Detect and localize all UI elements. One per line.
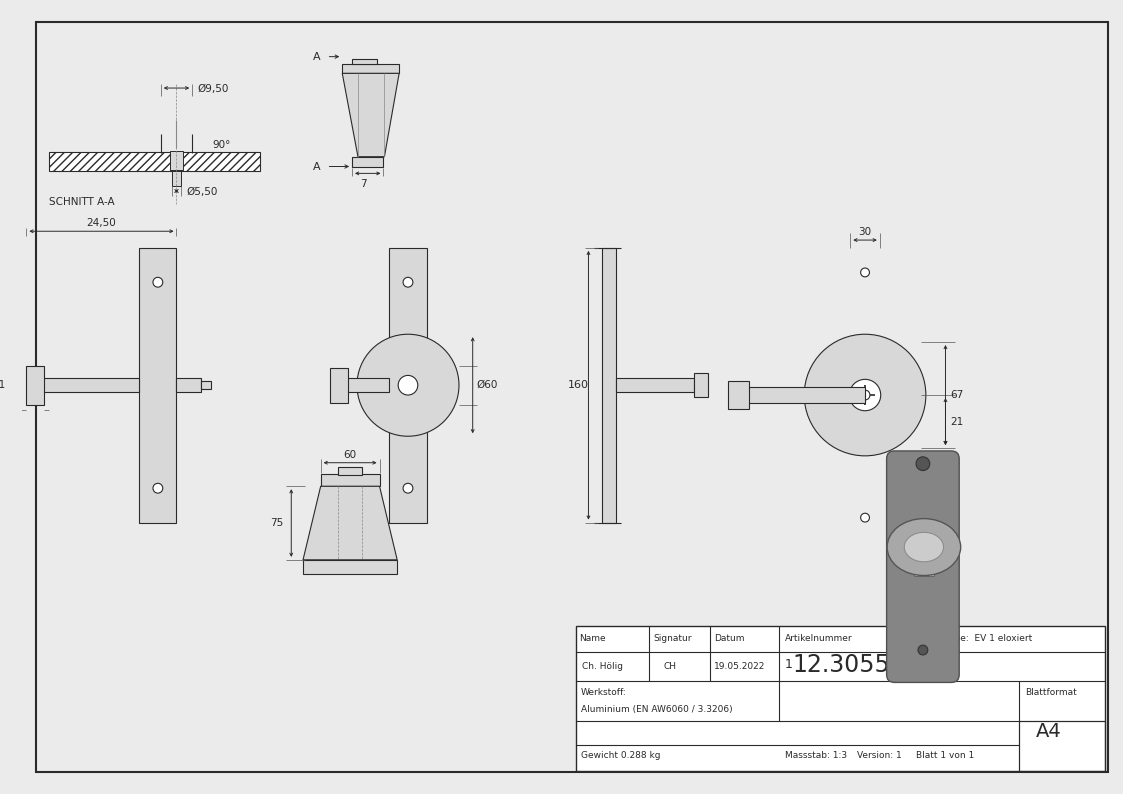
Text: CH: CH [664, 662, 677, 671]
Polygon shape [343, 73, 399, 156]
Text: 75: 75 [271, 518, 283, 527]
Bar [343, 64, 399, 73]
Bar [338, 467, 362, 476]
Text: Ø5,50: Ø5,50 [186, 187, 218, 197]
Bar [576, 626, 1105, 771]
Bar [353, 156, 383, 167]
Text: A: A [313, 52, 320, 62]
Circle shape [399, 376, 418, 395]
Bar [1019, 721, 1105, 771]
Text: Gewicht 0.288 kg: Gewicht 0.288 kg [581, 751, 660, 761]
Text: Name: Name [579, 634, 606, 643]
Circle shape [860, 513, 869, 522]
Circle shape [860, 390, 870, 400]
Bar [139, 248, 176, 522]
Text: Ø60: Ø60 [476, 380, 497, 390]
Ellipse shape [887, 518, 960, 576]
Text: SCHNITT A-A: SCHNITT A-A [49, 197, 115, 206]
Text: Werkstoff:: Werkstoff: [581, 688, 627, 696]
Text: Ø9,50: Ø9,50 [198, 84, 228, 94]
Bar [728, 381, 749, 409]
Bar [172, 172, 182, 186]
FancyBboxPatch shape [887, 451, 959, 682]
Circle shape [917, 646, 928, 655]
Text: Ch. Hölig: Ch. Hölig [582, 662, 622, 671]
Circle shape [916, 457, 930, 471]
Bar [345, 379, 390, 392]
Bar [914, 527, 933, 576]
Bar [321, 475, 380, 486]
Bar [330, 368, 348, 403]
Text: 160: 160 [567, 380, 588, 390]
Text: 67: 67 [950, 390, 964, 400]
Bar [27, 365, 44, 405]
Bar [201, 381, 211, 389]
Bar [176, 379, 201, 392]
Bar [694, 373, 709, 397]
Text: A4: A4 [1035, 722, 1061, 741]
Text: Signatur: Signatur [654, 634, 692, 643]
Bar [747, 387, 865, 403]
Text: Blattformat: Blattformat [1025, 688, 1077, 696]
Text: 7: 7 [360, 179, 367, 189]
Text: A: A [313, 161, 320, 172]
Text: 90°: 90° [212, 140, 231, 150]
Text: 1: 1 [785, 658, 793, 671]
Text: Blatt 1 von 1: Blatt 1 von 1 [916, 751, 975, 761]
Polygon shape [49, 152, 259, 172]
Circle shape [403, 484, 413, 493]
Bar [353, 59, 376, 64]
Text: Artikelnummer: Artikelnummer [785, 634, 852, 643]
Text: 12.3055.6: 12.3055.6 [793, 653, 913, 676]
Text: 24,50: 24,50 [86, 218, 117, 229]
Text: 11: 11 [0, 380, 6, 390]
Polygon shape [303, 486, 398, 560]
Text: Oberfläche:  EV 1 eloxiert: Oberfläche: EV 1 eloxiert [916, 634, 1032, 643]
Text: Datum: Datum [714, 634, 745, 643]
Bar [390, 248, 427, 522]
Text: 30: 30 [858, 227, 871, 237]
Bar [170, 151, 183, 171]
Text: Version: 1: Version: 1 [857, 751, 902, 761]
Ellipse shape [904, 532, 943, 562]
Text: 60: 60 [344, 450, 357, 460]
Circle shape [153, 277, 163, 287]
Circle shape [153, 484, 163, 493]
Circle shape [849, 380, 880, 410]
Bar [615, 379, 694, 392]
Bar [602, 248, 615, 522]
Text: 21: 21 [950, 417, 964, 426]
Bar [42, 379, 139, 392]
Circle shape [357, 334, 459, 436]
Bar [303, 560, 398, 573]
Text: Massstab: 1:3: Massstab: 1:3 [785, 751, 847, 761]
Circle shape [403, 277, 413, 287]
Circle shape [804, 334, 925, 456]
Text: Aluminium (EN AW6060 / 3.3206): Aluminium (EN AW6060 / 3.3206) [581, 705, 732, 715]
Circle shape [860, 268, 869, 277]
Text: 19.05.2022: 19.05.2022 [714, 662, 766, 671]
